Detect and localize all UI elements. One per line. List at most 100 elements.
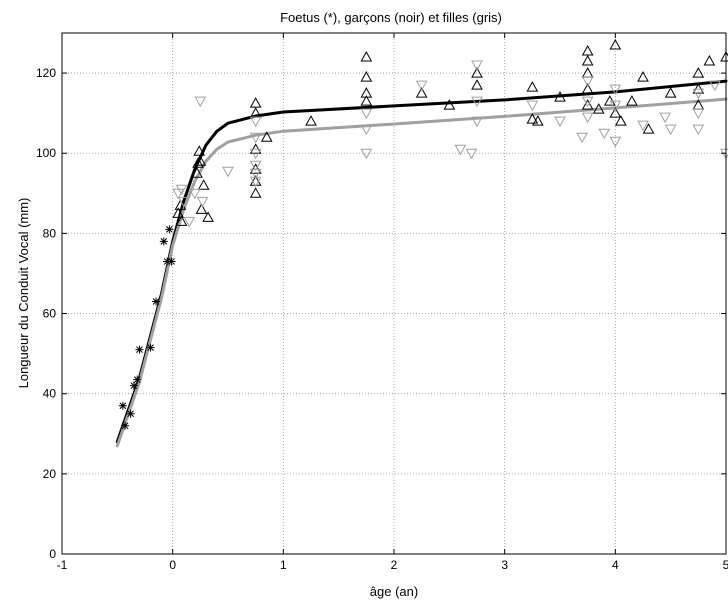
data-point-triangle-up [191, 167, 203, 178]
x-tick-label: 1 [280, 558, 287, 572]
x-tick-label: 2 [391, 558, 398, 572]
data-point-triangle-down [581, 112, 594, 124]
data-point-triangle-down [249, 168, 262, 180]
data-point-triangle-down [609, 84, 622, 96]
data-point-triangle-down [177, 196, 190, 208]
data-point-triangle-down [692, 108, 705, 120]
data-point-triangle-down [465, 148, 478, 160]
data-point-triangle-down [222, 166, 234, 178]
data-point-triangle-down [581, 76, 594, 88]
x-tick-label: 0 [169, 558, 176, 572]
y-axis-label: Longueur du Conduit Vocal (mm) [16, 198, 31, 389]
x-tick-label: 5 [723, 558, 728, 572]
data-point-triangle-down [576, 132, 588, 144]
data-point-triangle-down [360, 124, 373, 136]
data-point-triangle-up [249, 143, 262, 154]
fit-curves [115, 79, 728, 448]
data-point-asterisk [167, 257, 176, 266]
data-point-triangle-down [183, 216, 196, 228]
data-point-triangle-down [194, 96, 207, 108]
data-point-triangle-up [581, 83, 594, 94]
data-point-triangle-up [692, 83, 705, 94]
data-point-triangle-down [598, 128, 611, 140]
y-tick-label: 120 [36, 66, 56, 80]
data-point-triangle-down [609, 100, 622, 112]
data-point-triangle-down [415, 80, 428, 92]
data-point-triangle-up [471, 79, 483, 90]
y-tick-label: 20 [43, 467, 57, 481]
y-tick-label: 40 [43, 387, 57, 401]
data-point-triangle-up [592, 103, 605, 114]
data-point-triangle-down [196, 196, 209, 208]
data-point-triangle-down [360, 148, 373, 160]
data-point-triangle-up [260, 131, 273, 142]
data-point-triangle-up [626, 95, 638, 106]
data-point-asterisk [146, 343, 155, 352]
x-tick-label: -1 [57, 558, 68, 572]
data-point-asterisk [118, 401, 127, 410]
data-point-triangle-down [581, 96, 594, 108]
data-point-triangle-up [642, 123, 655, 134]
data-point-triangle-up [615, 115, 627, 126]
x-axis-label: âge (an) [370, 584, 418, 599]
y-tick-label: 80 [43, 226, 57, 240]
data-point-asterisk [129, 381, 138, 390]
data-point-triangle-up [249, 187, 262, 198]
y-tick-label: 60 [43, 307, 57, 321]
data-point-asterisk [152, 297, 161, 306]
data-point-triangle-up [471, 67, 483, 78]
data-point-triangle-down [709, 80, 721, 92]
data-point-triangle-up [609, 38, 622, 50]
data-point-triangle-up [172, 207, 185, 218]
x-tick-label: 3 [501, 558, 508, 572]
x-tick-label: 4 [612, 558, 619, 572]
data-point-triangle-up [175, 215, 188, 226]
data-point-triangle-up [194, 155, 207, 166]
data-markers [118, 38, 728, 430]
data-point-triangle-down [471, 116, 483, 128]
data-point-triangle-down [664, 124, 677, 136]
data-point-triangle-up [443, 99, 456, 110]
data-point-triangle-down [249, 148, 262, 160]
data-point-asterisk [133, 375, 142, 384]
data-point-asterisk [163, 257, 172, 266]
data-point-triangle-up [526, 113, 539, 124]
data-point-triangle-up [197, 179, 210, 190]
data-point-asterisk [121, 421, 130, 430]
data-point-triangle-down [692, 124, 705, 136]
data-point-triangle-up [360, 51, 373, 62]
data-point-triangle-up [192, 157, 204, 168]
data-point-triangle-up [415, 87, 428, 98]
data-point-triangle-up [692, 67, 705, 78]
data-point-triangle-up [193, 145, 206, 156]
y-tick-label: 0 [49, 547, 56, 561]
data-point-triangle-down [249, 116, 262, 128]
data-point-triangle-down [526, 100, 539, 112]
data-point-triangle-up [664, 87, 677, 98]
data-point-triangle-down [188, 188, 201, 200]
data-point-triangle-down [360, 108, 373, 120]
data-point-triangle-up [603, 95, 616, 106]
data-point-asterisk [126, 409, 135, 418]
data-point-triangle-up [581, 99, 594, 110]
data-point-triangle-down [554, 116, 566, 128]
data-point-triangle-up [532, 115, 544, 126]
data-point-asterisk [159, 237, 168, 246]
data-point-triangle-up [202, 211, 214, 222]
data-point-triangle-down [249, 160, 262, 172]
data-point-triangle-up [526, 81, 539, 92]
data-point-triangle-up [195, 203, 208, 214]
data-point-triangle-down [471, 96, 483, 108]
data-point-triangle-up [609, 107, 622, 118]
data-point-triangle-down [175, 184, 188, 196]
data-point-triangle-up [360, 95, 373, 106]
data-point-triangle-up [554, 91, 566, 102]
chart-title: Foetus (*), garçons (noir) et filles (gr… [280, 10, 502, 25]
data-point-triangle-down [471, 60, 483, 72]
plot-background [62, 33, 726, 554]
data-point-triangle-down [454, 144, 467, 156]
data-point-triangle-up [581, 55, 594, 66]
data-point-triangle-up [305, 115, 317, 126]
